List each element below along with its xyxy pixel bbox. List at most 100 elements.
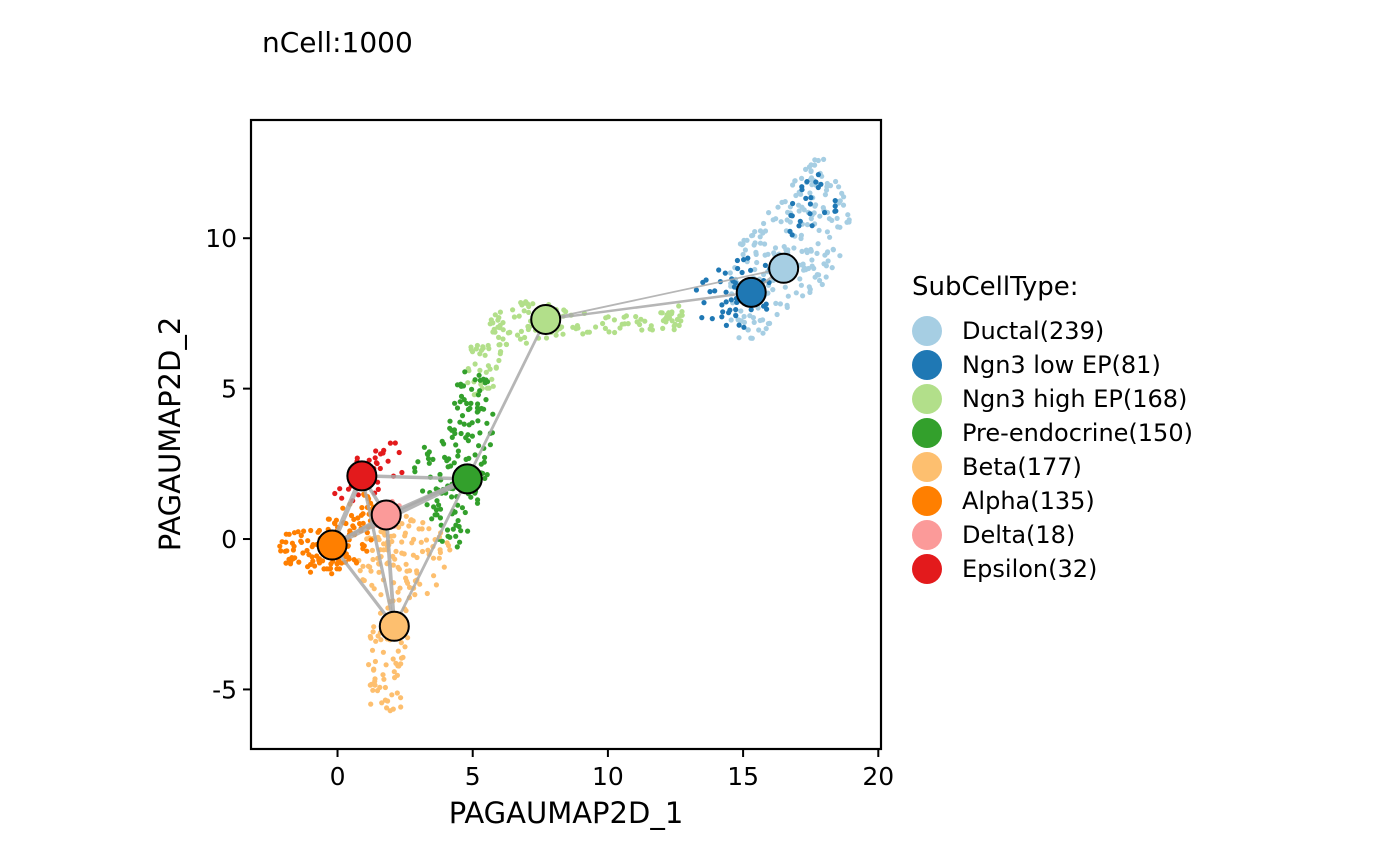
cell-point	[574, 323, 581, 329]
cell-point	[419, 548, 426, 555]
cell-point	[441, 441, 447, 447]
cell-point	[719, 302, 725, 308]
cell-point	[310, 558, 316, 564]
cell-point	[760, 317, 766, 323]
cell-point	[486, 385, 492, 391]
cell-point	[316, 560, 323, 566]
cell-point	[723, 299, 729, 305]
cell-point	[822, 192, 829, 198]
cell-point	[358, 512, 364, 518]
cell-point	[431, 504, 437, 510]
cell-point	[503, 341, 510, 348]
legend-item: Delta(18)	[912, 518, 1193, 552]
cell-point	[773, 300, 779, 306]
cell-point	[432, 512, 438, 518]
legend-swatch	[912, 384, 942, 414]
cell-point	[399, 550, 405, 556]
y-axis: -5 0 5 10	[205, 224, 251, 704]
cell-point	[278, 548, 284, 554]
cell-point	[366, 662, 372, 668]
cell-point	[283, 560, 289, 566]
legend-swatch	[912, 418, 942, 448]
cell-point	[375, 486, 381, 492]
cell-point	[799, 175, 805, 181]
cell-point	[580, 331, 586, 337]
cell-point	[315, 529, 321, 535]
cell-point	[593, 324, 599, 330]
cell-point	[381, 676, 387, 682]
cell-point	[447, 418, 453, 424]
cell-point	[484, 472, 490, 478]
cell-point	[490, 383, 496, 389]
cell-point	[728, 297, 734, 303]
cell-point	[403, 561, 409, 567]
paga-nodes	[316, 252, 800, 642]
cell-point	[291, 530, 298, 536]
cell-point	[477, 367, 483, 373]
cell-point	[523, 340, 530, 346]
cell-point	[451, 427, 457, 433]
legend-item: Ductal(239)	[912, 314, 1193, 348]
cell-point	[326, 516, 332, 522]
cell-point	[779, 199, 785, 205]
cell-point	[476, 372, 482, 378]
cell-point	[482, 475, 488, 481]
cell-point	[447, 425, 453, 431]
cell-point	[389, 538, 395, 545]
cell-point	[390, 553, 396, 560]
legend-label: Ngn3 high EP(168)	[962, 385, 1188, 413]
cell-point	[452, 509, 458, 515]
cell-point	[799, 248, 805, 254]
cell-point	[444, 540, 450, 546]
cell-point	[371, 667, 377, 673]
cell-point	[482, 352, 488, 358]
cell-point	[811, 210, 817, 216]
cell-point	[560, 331, 566, 337]
legend-item: Beta(177)	[912, 450, 1193, 484]
edge-epsilon-beta	[360, 475, 396, 627]
cell-point	[720, 309, 726, 315]
cell-point	[804, 179, 810, 185]
edge-ductal-ngn3-high-ep	[545, 267, 784, 321]
cell-point	[399, 469, 405, 476]
cell-point	[383, 662, 389, 668]
cell-point	[817, 213, 823, 219]
cell-point	[404, 568, 410, 574]
cell-point	[798, 232, 805, 238]
legend-label: Pre-endocrine(150)	[962, 419, 1193, 447]
cell-point	[611, 317, 618, 323]
cell-point	[803, 267, 809, 273]
cell-point	[836, 184, 842, 190]
cell-point	[784, 304, 790, 310]
cell-point	[333, 517, 339, 523]
cell-point	[498, 349, 504, 355]
cell-point	[649, 327, 656, 333]
cell-point	[832, 208, 838, 214]
cell-point	[309, 554, 315, 560]
cell-point	[742, 247, 749, 253]
cell-point	[381, 447, 387, 453]
cell-point	[441, 564, 447, 570]
cell-point	[770, 287, 776, 293]
cell-point	[517, 336, 524, 342]
cell-point	[406, 584, 413, 591]
cell-point	[489, 376, 495, 382]
cell-point	[369, 647, 376, 653]
cell-point	[602, 325, 609, 331]
cell-point	[660, 325, 666, 331]
cell-point	[814, 272, 820, 278]
cell-point	[425, 547, 431, 553]
cell-point	[421, 444, 427, 450]
cell-point	[453, 442, 459, 448]
cell-point	[437, 549, 443, 556]
cell-point	[457, 399, 463, 405]
cell-point	[355, 515, 361, 521]
cell-point	[519, 302, 525, 308]
cell-point	[361, 577, 367, 584]
cell-point	[763, 301, 769, 307]
cell-point	[497, 342, 503, 348]
cell-point	[475, 392, 481, 398]
cell-point	[792, 178, 798, 184]
cell-point	[788, 212, 794, 219]
cell-point	[455, 448, 461, 454]
